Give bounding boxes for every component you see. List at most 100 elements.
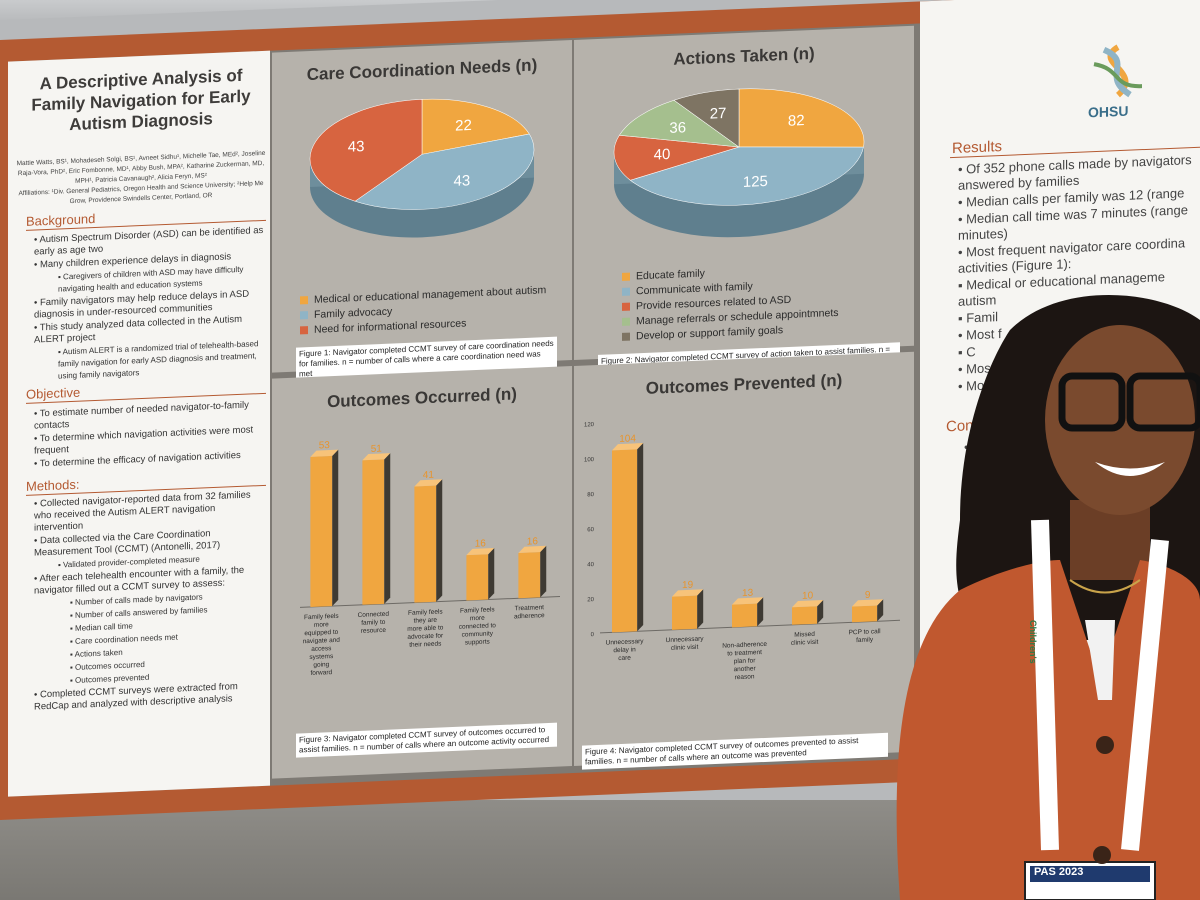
bar-value-label: 9 bbox=[865, 590, 871, 601]
author-list: Mattie Watts, BS¹, Mohadeseh Solgi, BS¹,… bbox=[16, 149, 266, 209]
bar bbox=[612, 449, 638, 633]
bar-side bbox=[637, 443, 644, 632]
bar-side bbox=[877, 599, 884, 622]
y-tick-label: 60 bbox=[587, 527, 594, 533]
category-label: Non-adherenceto treatmentplan foranother… bbox=[722, 641, 767, 682]
bullet-item: • fam bbox=[964, 455, 994, 472]
results-heading: Results bbox=[952, 138, 1003, 158]
y-tick-label: 120 bbox=[584, 422, 595, 428]
bar-top bbox=[414, 479, 443, 487]
methods-list: • Collected navigator-reported data from… bbox=[34, 489, 266, 715]
legend-swatch bbox=[622, 302, 630, 311]
bar-value-label: 16 bbox=[527, 536, 539, 547]
name-badge-text: PAS 2023 bbox=[1034, 866, 1084, 878]
legend-label: Educate family bbox=[636, 266, 705, 282]
bar bbox=[732, 603, 758, 628]
bar bbox=[466, 554, 489, 601]
background-list: • Autism Spectrum Disorder (ASD) can be … bbox=[34, 225, 266, 385]
bar-value-label: 104 bbox=[619, 433, 636, 445]
bar-top bbox=[852, 599, 884, 607]
pie-slice bbox=[309, 99, 423, 202]
y-tick-label: 0 bbox=[591, 632, 595, 638]
bar-value-label: 10 bbox=[802, 590, 814, 601]
prevented-bar-chart: 120 100 80 60 40 20 0 104 Unnecessarydelay incar… bbox=[584, 422, 900, 682]
objective-list: • To estimate number of needed navigator… bbox=[34, 399, 266, 472]
actions-legend: Educate family Communicate with family Pro… bbox=[622, 257, 902, 344]
pie-value-label: 36 bbox=[669, 119, 686, 137]
category-label: Missedclinic visit bbox=[791, 631, 819, 647]
bar-side bbox=[817, 599, 824, 624]
lanyard-text: Children's bbox=[1028, 620, 1038, 664]
pie-value-label: 27 bbox=[710, 105, 727, 123]
pie-slice bbox=[421, 98, 530, 155]
category-label: Unnecessaryclinic visit bbox=[666, 635, 705, 652]
bar-top bbox=[310, 449, 339, 457]
bar-side bbox=[540, 545, 547, 598]
pie-slice bbox=[673, 88, 740, 148]
category-label: Family feelsmoreconnected tocommunitysup… bbox=[459, 606, 497, 647]
pie-value-label: 43 bbox=[348, 138, 365, 156]
bar bbox=[792, 606, 818, 625]
category-label: Unnecessarydelay incare bbox=[606, 638, 645, 663]
legend-swatch bbox=[622, 317, 630, 326]
pie-value-label: 125 bbox=[743, 173, 768, 191]
bar-top bbox=[466, 547, 495, 556]
bar-side bbox=[384, 453, 391, 604]
ohsu-logo-mark bbox=[1093, 44, 1143, 98]
bar-side bbox=[436, 479, 443, 602]
legend-swatch bbox=[300, 295, 308, 304]
occurred-bar-chart: 53 Family feelsmoreequipped tonavigate an… bbox=[300, 440, 560, 678]
legend-swatch bbox=[622, 332, 630, 341]
pie-slice bbox=[629, 146, 864, 206]
category-label: Connectedfamily toresource bbox=[358, 611, 390, 635]
bullet-item: • Tele bbox=[964, 438, 996, 455]
bar-top bbox=[792, 599, 824, 608]
pie-slice bbox=[354, 133, 535, 210]
bullet-item: • nav bbox=[964, 472, 994, 489]
bar bbox=[852, 605, 878, 623]
pie-value-label: 22 bbox=[455, 117, 472, 135]
bar-value-label: 16 bbox=[475, 538, 487, 549]
bar-top bbox=[362, 453, 391, 461]
background-heading: Background bbox=[26, 211, 96, 229]
results-list: • Of 352 phone calls made by navigators … bbox=[958, 152, 1200, 396]
bar-side bbox=[697, 589, 704, 629]
pie-slice bbox=[618, 99, 740, 148]
bar bbox=[518, 552, 541, 599]
bar bbox=[310, 455, 333, 607]
category-label: Family feelsthey aremore able toadvocate… bbox=[407, 608, 444, 649]
bar-top bbox=[672, 589, 704, 597]
y-tick-label: 20 bbox=[587, 597, 594, 603]
bar bbox=[362, 459, 385, 605]
bar-side bbox=[332, 449, 339, 607]
hall-floor bbox=[0, 800, 1200, 900]
legend-swatch bbox=[300, 310, 308, 319]
pie-slice bbox=[738, 88, 865, 148]
bar-value-label: 41 bbox=[423, 470, 435, 481]
y-tick-label: 80 bbox=[587, 492, 594, 498]
bar-side bbox=[488, 547, 495, 600]
bar-top bbox=[732, 597, 764, 605]
pie-value-label: 43 bbox=[453, 172, 470, 190]
bar-value-label: 53 bbox=[319, 440, 331, 451]
research-poster: A Descriptive Analysis of Family Navigat… bbox=[0, 0, 1200, 821]
pie-slice bbox=[613, 134, 740, 181]
category-label: PCP to callfamily bbox=[849, 628, 882, 644]
y-tick-label: 40 bbox=[587, 562, 594, 568]
bar-value-label: 51 bbox=[371, 443, 383, 454]
bar bbox=[414, 485, 437, 603]
objective-heading: Objective bbox=[26, 384, 81, 402]
conclusion-heading: Conc bbox=[946, 416, 982, 436]
bar-value-label: 13 bbox=[742, 588, 754, 599]
conclusion-list: • Tele • fam • nav bbox=[964, 438, 1004, 491]
poster-title: A Descriptive Analysis of Family Navigat… bbox=[31, 65, 251, 135]
bar-side bbox=[757, 597, 764, 627]
bar-value-label: 19 bbox=[682, 580, 694, 591]
pie-value-label: 82 bbox=[788, 112, 805, 130]
needs-pie-chart: 22 43 43 bbox=[309, 98, 535, 238]
y-tick-label: 100 bbox=[584, 457, 595, 463]
bar-top bbox=[518, 545, 547, 553]
ohsu-logo-text: OHSU bbox=[1088, 102, 1129, 121]
legend-swatch bbox=[622, 287, 630, 296]
category-label: Family feelsmoreequipped tonavigate anda… bbox=[303, 613, 341, 678]
